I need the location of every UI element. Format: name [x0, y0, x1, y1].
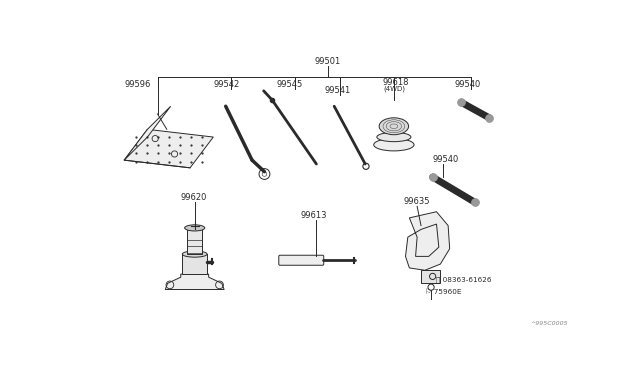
Polygon shape	[406, 212, 450, 270]
FancyBboxPatch shape	[279, 255, 324, 265]
Text: 99545: 99545	[277, 80, 303, 89]
Ellipse shape	[377, 132, 411, 142]
Text: (4WD): (4WD)	[384, 86, 406, 92]
Text: 99618: 99618	[382, 78, 409, 87]
Polygon shape	[124, 129, 213, 168]
Text: Ⓢ 08363-61626: Ⓢ 08363-61626	[436, 277, 492, 283]
Polygon shape	[165, 274, 224, 289]
Ellipse shape	[379, 118, 408, 135]
Text: ⚐ 75960E: ⚐ 75960E	[425, 289, 461, 295]
Text: 99541: 99541	[324, 86, 350, 95]
Ellipse shape	[187, 225, 202, 230]
Ellipse shape	[184, 225, 205, 231]
Text: 99540: 99540	[454, 80, 481, 89]
Text: 99620: 99620	[180, 193, 207, 202]
Polygon shape	[124, 106, 171, 160]
Text: ^995C0005: ^995C0005	[531, 321, 568, 326]
Ellipse shape	[182, 251, 207, 257]
Text: 99501: 99501	[315, 57, 341, 66]
Bar	[187, 228, 202, 254]
Text: 99613: 99613	[301, 211, 328, 220]
Text: 99540: 99540	[433, 155, 459, 164]
Bar	[182, 254, 207, 274]
Text: 99596: 99596	[125, 80, 151, 89]
Ellipse shape	[374, 139, 414, 151]
Text: 99635: 99635	[404, 197, 431, 206]
Polygon shape	[421, 270, 440, 283]
Text: 99542: 99542	[213, 80, 239, 89]
